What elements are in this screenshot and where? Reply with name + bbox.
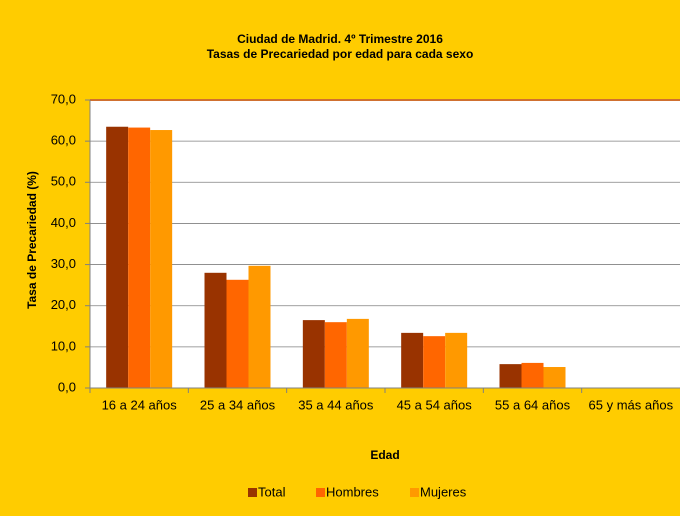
chart-subtitle: Tasas de Precariedad por edad para cada …: [207, 47, 474, 61]
legend-label: Mujeres: [420, 484, 467, 499]
legend-swatch: [316, 488, 325, 497]
bar: [423, 336, 446, 388]
x-tick-label: 45 a 54 años: [397, 397, 473, 412]
y-tick-label: 50,0: [51, 174, 76, 189]
legend-swatch: [410, 488, 419, 497]
bar: [150, 130, 173, 388]
y-tick-label: 0,0: [58, 379, 76, 394]
legend-label: Total: [258, 484, 286, 499]
bar: [204, 272, 227, 388]
y-tick-label: 70,0: [51, 91, 76, 106]
bar: [302, 320, 325, 388]
x-tick-label: 55 a 64 años: [495, 397, 571, 412]
y-tick-label: 60,0: [51, 133, 76, 148]
plot-area: [90, 100, 680, 388]
bar: [248, 265, 271, 388]
bar: [324, 322, 347, 388]
bar: [128, 127, 151, 389]
y-axis-label: Tasa de Precariedad (%): [25, 171, 39, 309]
bar: [226, 279, 249, 388]
bar: [106, 126, 129, 388]
x-tick-label: 16 a 24 años: [102, 397, 178, 412]
legend-label: Hombres: [326, 484, 379, 499]
legend-swatch: [248, 488, 257, 497]
y-tick-label: 30,0: [51, 256, 76, 271]
y-tick-label: 40,0: [51, 215, 76, 230]
x-tick-label: 35 a 44 años: [298, 397, 374, 412]
x-tick-label: 25 a 34 años: [200, 397, 276, 412]
bar: [499, 364, 522, 388]
bar: [401, 332, 424, 388]
y-tick-label: 10,0: [51, 338, 76, 353]
bar: [445, 332, 468, 388]
x-axis-label: Edad: [370, 448, 399, 462]
x-tick-label: 65 y más años: [589, 397, 674, 412]
bar: [521, 362, 544, 388]
y-tick-label: 20,0: [51, 297, 76, 312]
bar: [346, 318, 369, 388]
chart-title: Ciudad de Madrid. 4º Trimestre 2016: [237, 32, 443, 46]
bar: [543, 367, 566, 388]
